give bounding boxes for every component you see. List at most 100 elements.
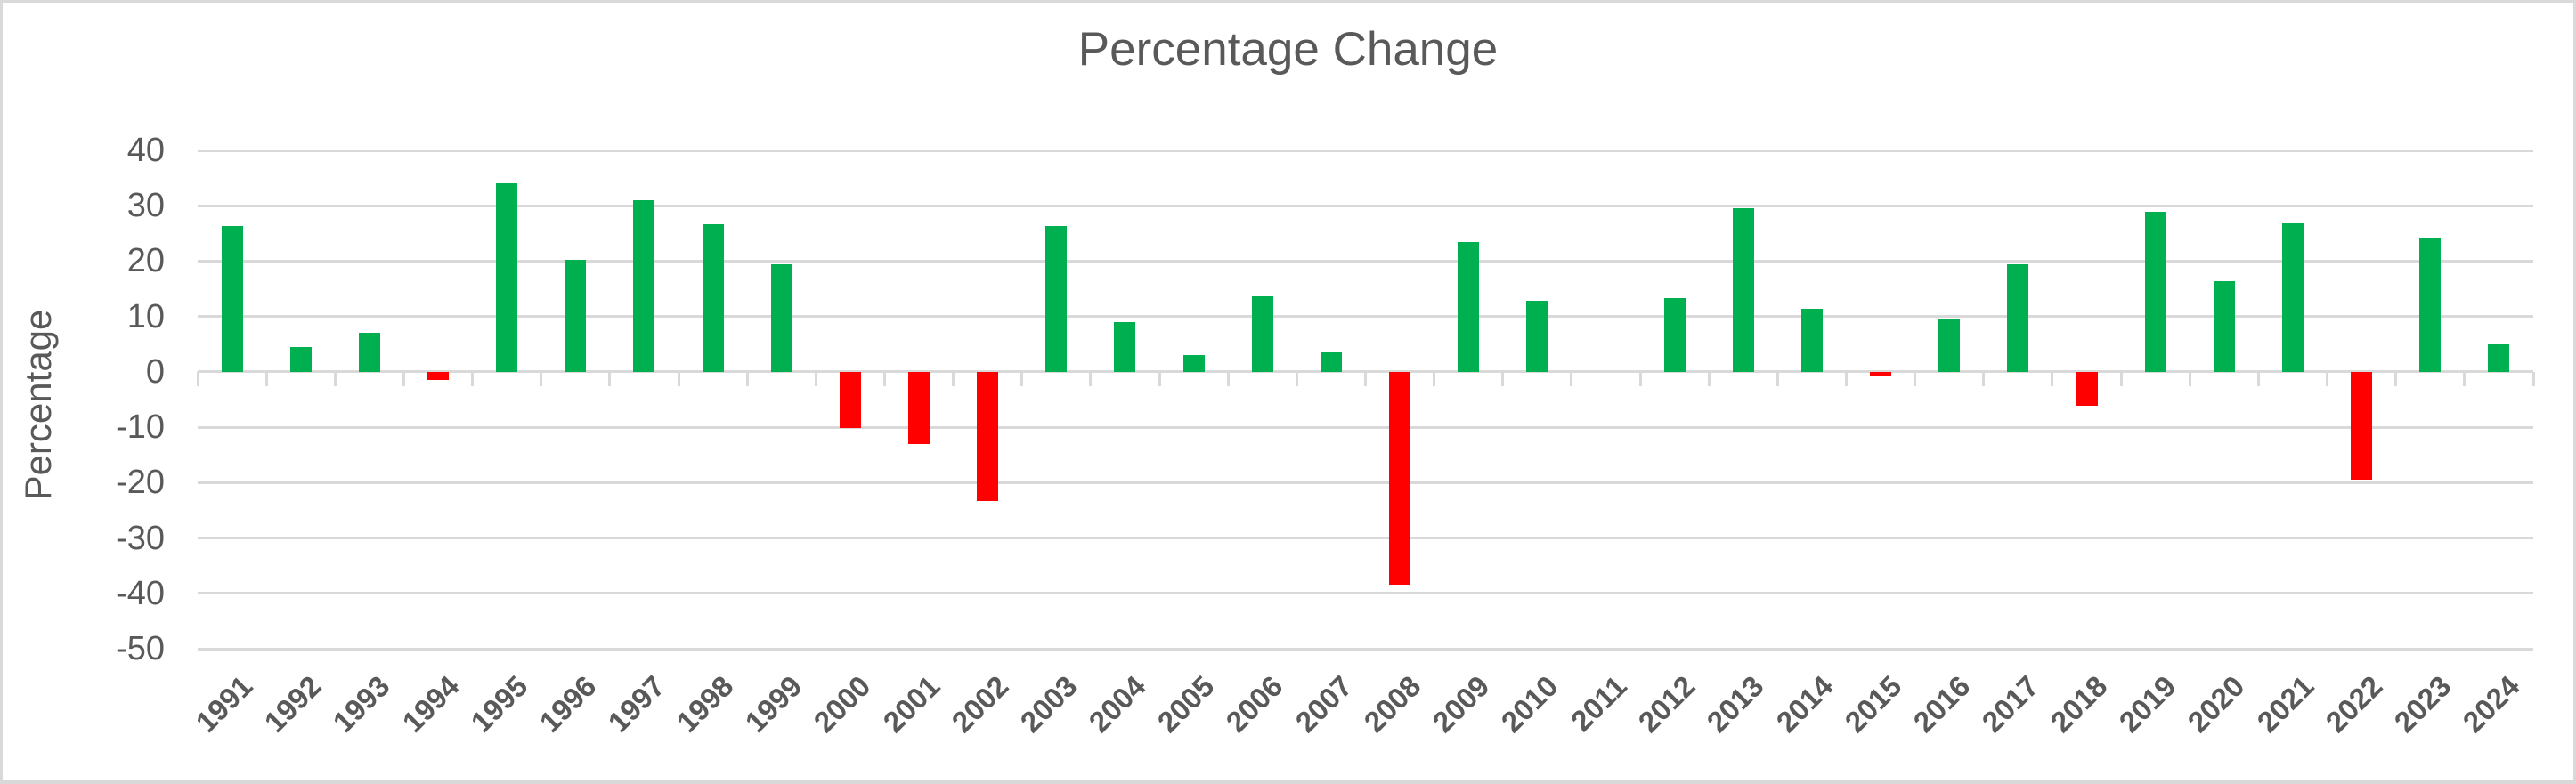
x-axis-tick-mark: [1707, 371, 1711, 386]
x-axis-label-2005: 2005: [1150, 669, 1221, 740]
x-axis-tick-mark: [1020, 371, 1024, 386]
x-axis-tick-mark: [1914, 371, 1917, 386]
x-axis-label-2016: 2016: [1906, 669, 1977, 740]
bar-2010: [1526, 301, 1548, 372]
gridline-40: [198, 149, 2533, 152]
x-axis-tick-mark: [2531, 371, 2535, 386]
bar-1999: [770, 263, 792, 372]
y-axis-tick-label: 40: [126, 132, 165, 169]
gridline-30: [198, 204, 2533, 207]
x-axis-tick-mark: [1570, 371, 1573, 386]
y-axis-tick-label: -20: [116, 464, 165, 502]
bar-2003: [1045, 225, 1068, 372]
y-axis-tick-label: -50: [116, 630, 165, 667]
x-axis-label-2020: 2020: [2181, 669, 2251, 740]
y-axis-tick-label: 0: [145, 352, 165, 391]
x-axis-label-1995: 1995: [464, 669, 534, 740]
x-axis-tick-mark: [814, 371, 817, 386]
x-axis-tick-mark: [1364, 371, 1367, 386]
x-axis-tick-mark: [1089, 371, 1093, 386]
x-axis-label-2006: 2006: [1219, 669, 1289, 740]
x-axis-label-2022: 2022: [2319, 669, 2389, 740]
y-axis-tick-label: -10: [116, 408, 165, 447]
x-axis-label-2019: 2019: [2112, 669, 2182, 740]
x-axis-label-1992: 1992: [257, 669, 328, 740]
x-axis-tick-mark: [1638, 371, 1642, 386]
x-axis-tick-mark: [1158, 371, 1161, 386]
bar-2023: [2419, 238, 2442, 372]
x-axis-label-1998: 1998: [670, 669, 740, 740]
bar-1996: [565, 259, 587, 372]
x-axis-label-2007: 2007: [1288, 669, 1359, 740]
bar-2016: [1938, 319, 1961, 372]
x-axis-tick-mark: [2394, 371, 2398, 386]
x-axis-label-1994: 1994: [395, 669, 466, 740]
x-axis-label-2010: 2010: [1494, 669, 1564, 740]
bar-2024: [2488, 344, 2510, 372]
x-axis-tick-mark: [952, 371, 955, 386]
x-axis-label-2003: 2003: [1013, 669, 1084, 740]
gridline-20: [198, 259, 2533, 263]
bar-2002: [977, 371, 999, 502]
bar-2021: [2281, 222, 2304, 372]
bar-2022: [2351, 371, 2373, 480]
bar-1993: [358, 332, 380, 372]
x-axis-label-1993: 1993: [326, 669, 397, 740]
gridline--30: [198, 537, 2533, 540]
x-axis-label-2018: 2018: [2044, 669, 2114, 740]
x-axis-tick-mark: [2463, 371, 2466, 386]
bar-1994: [427, 371, 449, 381]
bar-1998: [702, 223, 724, 372]
bar-2020: [2213, 281, 2235, 372]
x-axis-label-2012: 2012: [1631, 669, 1702, 740]
bar-2015: [1870, 371, 1892, 376]
y-axis-tick-label: -40: [116, 574, 165, 612]
x-axis-tick-mark: [677, 371, 680, 386]
x-axis-label-1997: 1997: [601, 669, 671, 740]
y-axis-tick-label: 20: [126, 242, 165, 280]
gridline--10: [198, 425, 2533, 429]
bar-1995: [496, 182, 518, 372]
bar-2013: [1732, 207, 1754, 372]
x-axis-tick-mark: [1501, 371, 1505, 386]
bar-1997: [633, 200, 655, 372]
x-axis-label-2023: 2023: [2387, 669, 2458, 740]
x-axis-tick-mark: [882, 371, 886, 386]
x-axis-label-2000: 2000: [807, 669, 878, 740]
x-axis-tick-mark: [196, 371, 199, 386]
x-axis-tick-mark: [1776, 371, 1779, 386]
x-axis-label-2004: 2004: [1082, 669, 1152, 740]
x-axis-label-1999: 1999: [738, 669, 809, 740]
bar-2019: [2144, 212, 2166, 372]
y-axis-tick-label: -30: [116, 519, 165, 557]
gridline--50: [198, 647, 2533, 651]
x-axis-label-2014: 2014: [1769, 669, 1840, 740]
gridline--40: [198, 592, 2533, 595]
x-axis-tick-mark: [264, 371, 268, 386]
x-axis-label-2011: 2011: [1564, 669, 1633, 738]
x-axis-tick-mark: [1295, 371, 1298, 386]
x-axis-label-2008: 2008: [1357, 669, 1427, 740]
x-axis-tick-mark: [540, 371, 543, 386]
bar-2012: [1663, 297, 1686, 372]
x-axis-tick-mark: [2119, 371, 2123, 386]
x-axis-label-2009: 2009: [1426, 669, 1496, 740]
bar-2017: [2007, 264, 2029, 372]
x-axis-label-2021: 2021: [2250, 669, 2320, 740]
x-axis-tick-mark: [402, 371, 405, 386]
x-axis-tick-mark: [1982, 371, 1986, 386]
x-axis-label-2002: 2002: [945, 669, 1015, 740]
x-axis-label-1991: 1991: [189, 669, 259, 740]
x-axis-tick-mark: [2188, 371, 2191, 386]
bar-2000: [839, 371, 861, 428]
bar-2008: [1389, 371, 1411, 586]
bar-2007: [1320, 352, 1342, 372]
bar-2001: [908, 371, 930, 444]
bar-2014: [1800, 308, 1823, 372]
x-axis-tick-mark: [1845, 371, 1849, 386]
x-axis-label-1996: 1996: [532, 669, 603, 740]
chart-title: Percentage Change: [1077, 23, 1499, 76]
x-axis-label-2013: 2013: [1700, 669, 1770, 740]
bar-2004: [1114, 321, 1136, 372]
